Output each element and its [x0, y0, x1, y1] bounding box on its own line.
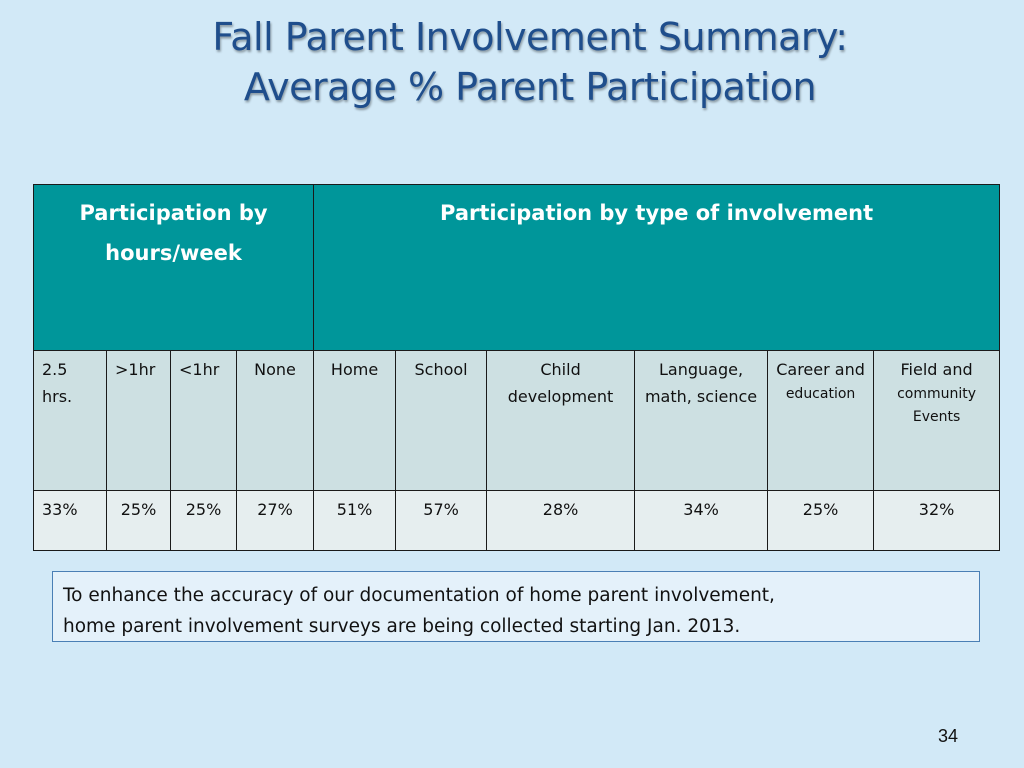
value-school: 57% — [395, 490, 488, 551]
col-label-child-development: Child development — [486, 350, 636, 491]
col-label-2-5-hrs: 2.5 hrs. — [33, 350, 107, 491]
col-label-field-line1: Field and — [900, 360, 973, 379]
page-number: 34 — [938, 726, 959, 746]
col-label-less-than-1hr: <1hr — [170, 350, 237, 491]
value-home: 51% — [313, 490, 397, 551]
participation-table: Participation by hours/week Participatio… — [32, 184, 1001, 551]
note-line1: To enhance the accuracy of our documenta… — [63, 585, 775, 606]
header-type-of-involvement: Participation by type of involvement — [313, 184, 1001, 351]
col-label-language-math-science: Language, math, science — [634, 350, 769, 491]
slide-title: Fall Parent Involvement Summary: Average… — [0, 12, 1024, 112]
value-less-than-1hr: 25% — [170, 490, 237, 551]
group-header-row: Participation by hours/week Participatio… — [32, 184, 1001, 351]
col-label-career-education: Career and education — [767, 350, 875, 491]
note-box: To enhance the accuracy of our documenta… — [52, 571, 980, 642]
slide-title-line1: Fall Parent Involvement Summary: — [212, 15, 848, 59]
column-label-row: 2.5 hrs. >1hr <1hr None Home School Chil… — [33, 350, 1001, 491]
col-label-none: None — [235, 350, 315, 491]
col-label-school: School — [395, 350, 488, 491]
value-field-community-events: 32% — [873, 490, 1001, 551]
col-label-career-line1: Career and — [776, 360, 865, 379]
value-child-development: 28% — [486, 490, 636, 551]
value-more-than-1hr: 25% — [106, 490, 171, 551]
col-label-field-community-events: Field and community Events — [873, 350, 1001, 491]
value-row: 33% 25% 25% 27% 51% 57% 28% 34% 25% 32% — [33, 490, 1001, 551]
col-label-field-line2: community Events — [897, 386, 977, 425]
col-label-more-than-1hr: >1hr — [106, 350, 171, 491]
slide-title-line2: Average % Parent Participation — [243, 65, 817, 109]
header-hours-per-week: Participation by hours/week — [32, 184, 315, 351]
value-career-education: 25% — [767, 490, 875, 551]
col-label-home: Home — [313, 350, 397, 491]
value-none: 27% — [235, 490, 315, 551]
note-line2: home parent involvement surveys are bein… — [63, 616, 741, 637]
value-language-math-science: 34% — [634, 490, 769, 551]
col-label-career-line2: education — [785, 386, 856, 402]
value-2-5-hrs: 33% — [33, 490, 107, 551]
